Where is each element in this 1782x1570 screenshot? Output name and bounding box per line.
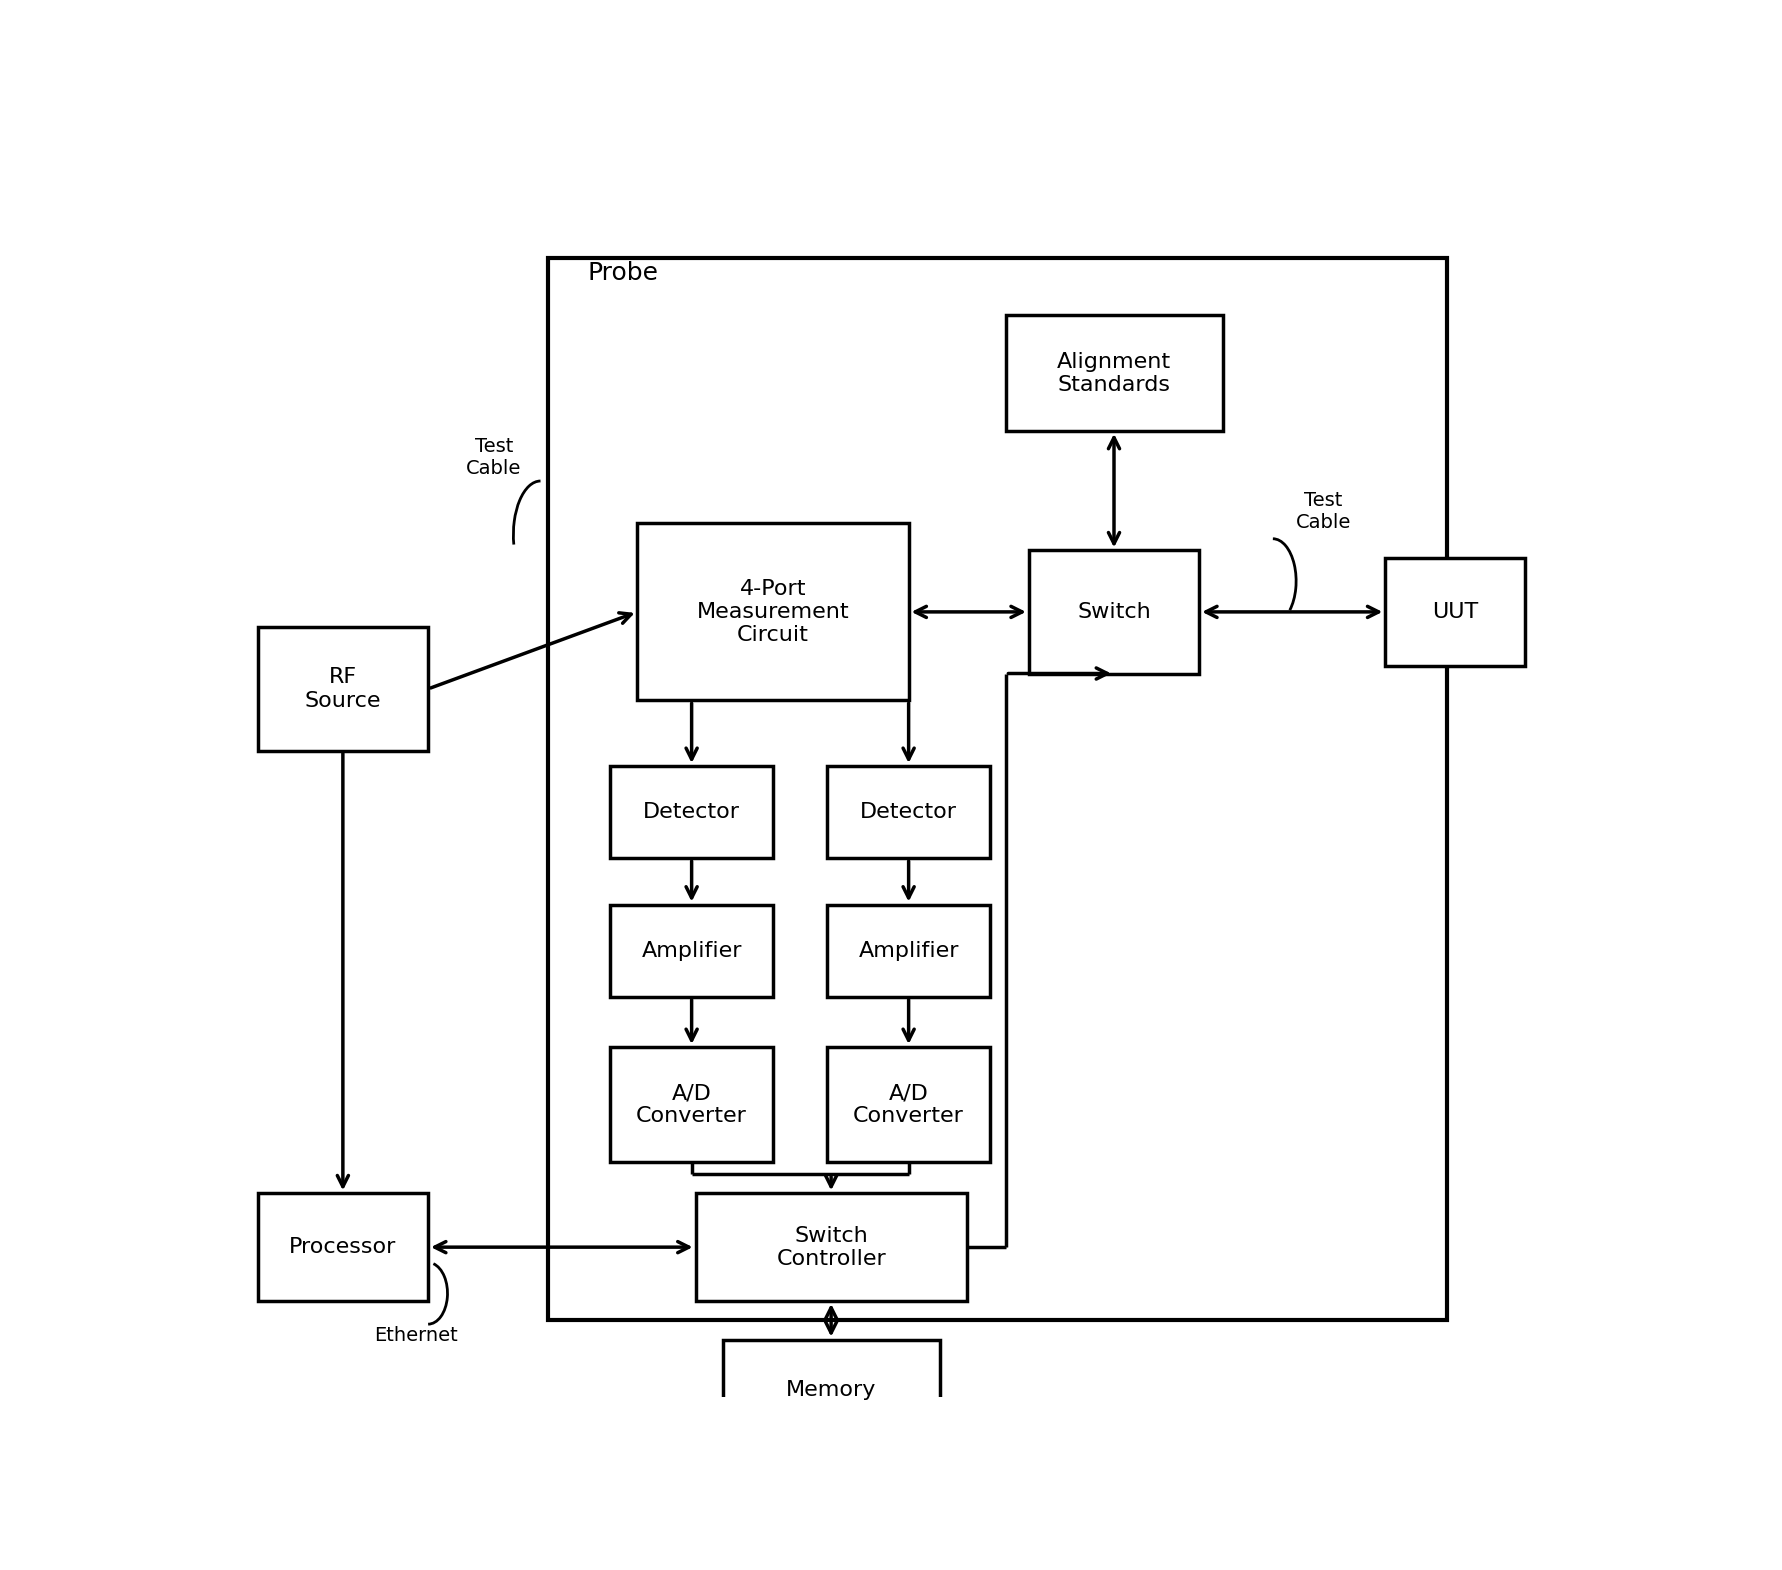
Text: Ethernet: Ethernet (374, 1327, 458, 1345)
Text: Test
Cable: Test Cable (1296, 491, 1351, 532)
Text: RF
Source: RF Source (305, 667, 381, 711)
Text: Amplifier: Amplifier (859, 940, 959, 961)
Text: Test
Cable: Test Cable (467, 438, 522, 479)
Text: A/D
Converter: A/D Converter (636, 1083, 747, 1126)
Text: Detector: Detector (643, 802, 740, 823)
Bar (1385, 557, 1525, 666)
Text: Detector: Detector (861, 802, 957, 823)
Bar (723, 1339, 939, 1440)
Bar (827, 766, 991, 859)
Bar (549, 257, 1447, 1320)
Bar (1005, 316, 1222, 430)
Bar (609, 1047, 773, 1162)
Bar (827, 1047, 991, 1162)
Bar (258, 628, 428, 750)
Bar (609, 904, 773, 997)
Bar (609, 766, 773, 859)
Text: 4-Port
Measurement
Circuit: 4-Port Measurement Circuit (697, 579, 850, 645)
Text: Alignment
Standards: Alignment Standards (1057, 352, 1171, 394)
Bar (258, 1193, 428, 1302)
Bar (827, 904, 991, 997)
Bar (638, 523, 909, 700)
Text: Switch: Switch (1076, 601, 1151, 622)
Text: Amplifier: Amplifier (642, 940, 741, 961)
Text: Memory: Memory (786, 1380, 877, 1399)
Text: Switch
Controller: Switch Controller (777, 1226, 886, 1269)
Text: A/D
Converter: A/D Converter (854, 1083, 964, 1126)
Text: Processor: Processor (289, 1237, 397, 1258)
Bar (1028, 551, 1199, 674)
Text: UUT: UUT (1433, 601, 1477, 622)
Text: Probe: Probe (586, 261, 658, 286)
Bar (695, 1193, 968, 1302)
